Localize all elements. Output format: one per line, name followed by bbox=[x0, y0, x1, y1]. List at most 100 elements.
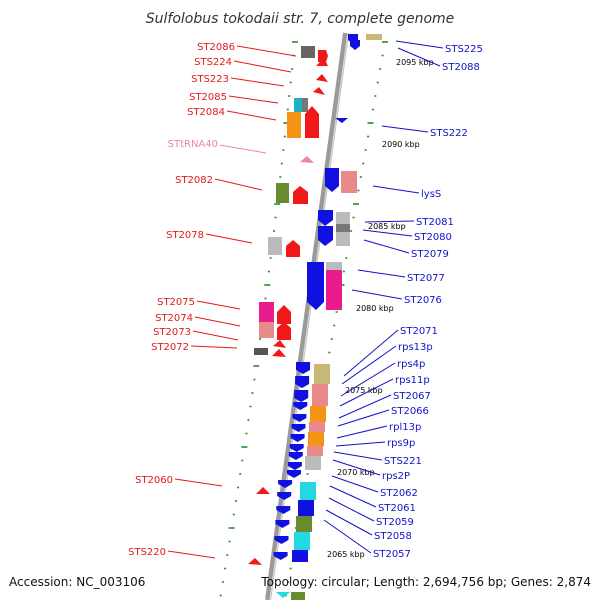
gene-arrow-forward bbox=[291, 424, 306, 432]
label-st2080[interactable]: ST2080 bbox=[414, 232, 452, 243]
leader-line-right bbox=[338, 394, 392, 419]
label-sts220[interactable]: STS220 bbox=[128, 547, 166, 558]
gene-arrow-forward bbox=[273, 552, 288, 560]
gene-block-rpl13p bbox=[307, 446, 323, 456]
leader-line-left bbox=[228, 95, 279, 104]
gene-arrow-forward bbox=[287, 462, 302, 470]
gene-block-lyss bbox=[341, 171, 357, 193]
label-rps11p[interactable]: rps11p bbox=[395, 375, 430, 386]
label-rpl13p[interactable]: rpl13p bbox=[389, 422, 421, 433]
leader-line-right bbox=[329, 485, 377, 508]
ribosomal-gene-arrow-stack bbox=[273, 362, 310, 560]
gene-arrow-st2080 bbox=[318, 226, 333, 246]
label-st2088[interactable]: ST2088 bbox=[442, 62, 480, 73]
gene-block-st2079 bbox=[336, 232, 350, 246]
gene-block-st2071 bbox=[314, 364, 330, 384]
accession-text: Accession: NC_003106 bbox=[9, 575, 145, 589]
label-st2060[interactable]: ST2060 bbox=[135, 475, 173, 486]
gene-block-st2057 bbox=[292, 550, 308, 562]
label-st2085[interactable]: ST2085 bbox=[189, 92, 227, 103]
genome-backbone bbox=[265, 32, 349, 600]
right-strand-features bbox=[273, 34, 382, 600]
leader-line-left bbox=[194, 316, 241, 327]
label-sts223[interactable]: STS223 bbox=[191, 74, 229, 85]
leader-line-right bbox=[331, 475, 379, 493]
gene-arrow-forward bbox=[290, 434, 305, 442]
gene-block-st2076 bbox=[326, 270, 342, 310]
label-lyss[interactable]: lysS bbox=[421, 189, 441, 200]
label-st2077[interactable]: ST2077 bbox=[407, 273, 445, 284]
label-st2058[interactable]: ST2058 bbox=[374, 531, 412, 542]
label-st2057[interactable]: ST2057 bbox=[373, 549, 411, 560]
gene-arrow-forward bbox=[278, 480, 293, 488]
gene-arrow-forward bbox=[296, 362, 310, 374]
leader-line-right bbox=[364, 220, 415, 223]
leader-line-right bbox=[343, 329, 399, 377]
leader-line-left bbox=[214, 178, 263, 191]
label-st2075[interactable]: ST2075 bbox=[157, 297, 195, 308]
label-st2086[interactable]: ST2086 bbox=[197, 42, 235, 53]
gene-arrow-st2081 bbox=[318, 210, 333, 226]
map-title: Sulfolobus tokodaii str. 7, complete gen… bbox=[146, 11, 455, 27]
label-st2073[interactable]: ST2073 bbox=[153, 327, 191, 338]
label-st2071[interactable]: ST2071 bbox=[400, 326, 438, 337]
label-st2082[interactable]: ST2082 bbox=[175, 175, 213, 186]
label-st2061[interactable]: ST2061 bbox=[378, 503, 416, 514]
gene-block-st2067 bbox=[308, 432, 324, 446]
label-st2079[interactable]: ST2079 bbox=[411, 249, 449, 260]
label-st2076[interactable]: ST2076 bbox=[404, 295, 442, 306]
label-rps9p[interactable]: rps9p bbox=[387, 438, 415, 449]
gene-arrow-forward bbox=[288, 452, 303, 460]
label-st2074[interactable]: ST2074 bbox=[155, 313, 193, 324]
leader-line-right bbox=[332, 459, 381, 476]
gene-arrow-sts224 bbox=[316, 58, 328, 66]
label-rps2p[interactable]: rps2P bbox=[382, 471, 410, 482]
label-sts224[interactable]: STS224 bbox=[194, 57, 232, 68]
leader-line-right bbox=[341, 345, 397, 385]
label-st2084[interactable]: ST2084 bbox=[187, 107, 225, 118]
trna-marker bbox=[300, 156, 314, 163]
gene-block-st2082 bbox=[276, 183, 289, 203]
leader-line-right bbox=[336, 425, 388, 439]
gene-arrow-st2086 bbox=[318, 50, 328, 62]
label-st2067[interactable]: ST2067 bbox=[393, 391, 431, 402]
gene-block-rps4p bbox=[310, 406, 326, 422]
gene-block-st2085-b bbox=[302, 98, 308, 112]
label-st2081[interactable]: ST2081 bbox=[416, 217, 454, 228]
gene-arrow-st2073 bbox=[273, 340, 286, 348]
label-st2059[interactable]: ST2059 bbox=[376, 517, 414, 528]
label-rps4p[interactable]: rps4p bbox=[397, 359, 425, 370]
gene-arrow-st2072 bbox=[272, 349, 286, 357]
gene-arrow-forward bbox=[276, 506, 291, 514]
gene-block-st2080 bbox=[336, 224, 350, 232]
label-st2066[interactable]: ST2066 bbox=[391, 406, 429, 417]
kbp-label-2090: 2090 kbp bbox=[382, 140, 420, 149]
leader-line-left bbox=[219, 144, 267, 154]
label-sttrna40[interactable]: STtRNA40 bbox=[168, 139, 218, 150]
kbp-label-2095: 2095 kbp bbox=[396, 58, 434, 67]
label-st2062[interactable]: ST2062 bbox=[380, 488, 418, 499]
label-st2072[interactable]: ST2072 bbox=[151, 342, 189, 353]
gene-block-st2074 bbox=[259, 322, 274, 338]
gene-arrow-forward bbox=[294, 390, 309, 402]
label-sts221[interactable]: STS221 bbox=[384, 456, 422, 467]
label-st2078[interactable]: ST2078 bbox=[166, 230, 204, 241]
leader-line-left bbox=[236, 45, 297, 57]
gene-block-sts225 bbox=[366, 34, 382, 40]
gene-arrow-bottom bbox=[276, 592, 290, 598]
leader-line-right bbox=[323, 519, 372, 554]
left-strand-features bbox=[248, 46, 328, 565]
leader-line-left bbox=[196, 300, 241, 310]
gene-arrow-st2082 bbox=[293, 186, 308, 204]
gene-arrow-forward bbox=[275, 520, 290, 528]
leader-line-right bbox=[337, 409, 390, 427]
label-sts225[interactable]: STS225 bbox=[445, 44, 483, 55]
kbp-label-2085: 2085 kbp bbox=[368, 222, 406, 231]
label-sts222[interactable]: STS222 bbox=[430, 128, 468, 139]
gene-block-st2072 bbox=[254, 348, 268, 355]
gene-arrow-forward bbox=[277, 492, 292, 500]
leader-line-right bbox=[340, 362, 396, 397]
gene-block-bottom bbox=[291, 592, 305, 600]
label-rps13p[interactable]: rps13p bbox=[398, 342, 433, 353]
leader-line-left bbox=[192, 330, 239, 341]
